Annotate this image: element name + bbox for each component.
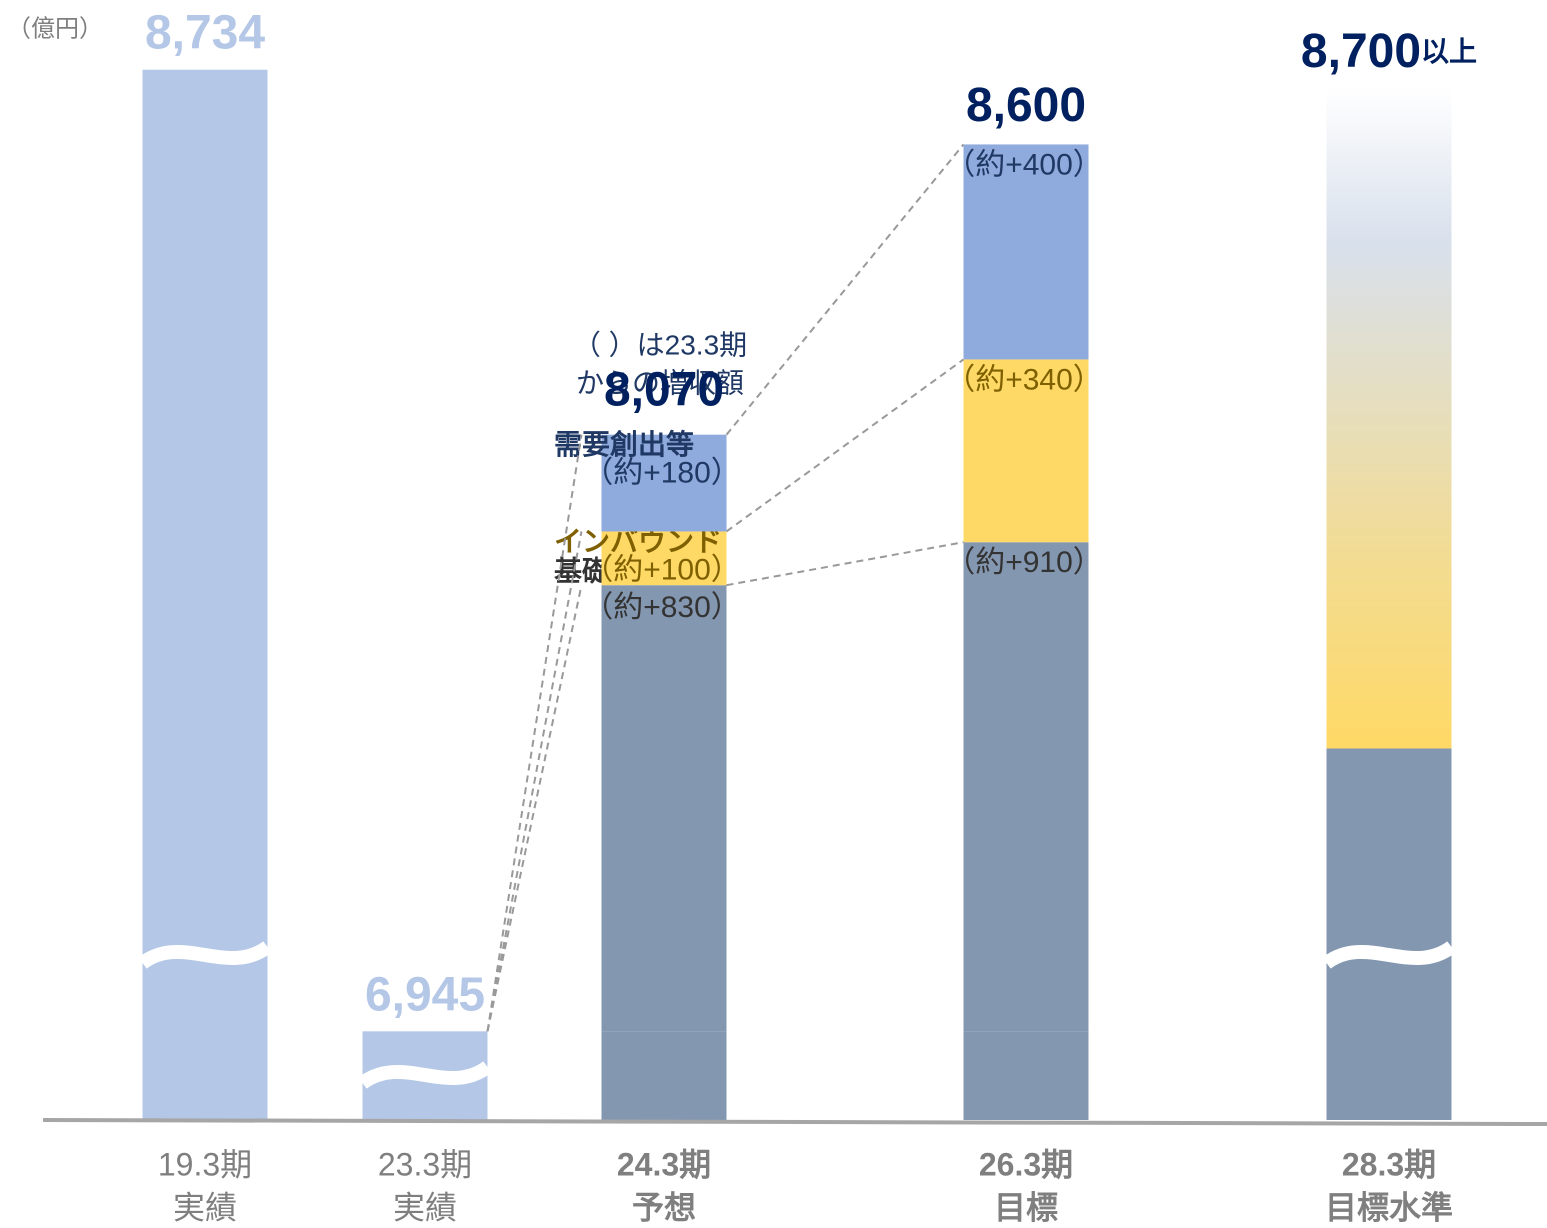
- x-tick-label: 目標水準: [1325, 1189, 1453, 1225]
- bar-segment: [963, 1031, 1089, 1120]
- note: からの増収額: [576, 367, 744, 398]
- total-label: 8,700: [1301, 25, 1421, 78]
- segment-name: 需要創出等: [554, 428, 694, 460]
- bar-segment: [601, 434, 727, 532]
- total-label: 8,734: [145, 6, 265, 59]
- total-label: 8,600: [966, 78, 1086, 131]
- connector: [725, 358, 965, 533]
- data-label: （約+340）: [945, 363, 1103, 396]
- axis-break: [1322, 941, 1456, 969]
- x-tick-label: 実績: [173, 1189, 237, 1225]
- connector: [486, 531, 583, 1032]
- bar-segment: [601, 1031, 727, 1120]
- x-axis: [42, 1118, 1547, 1126]
- note: （ ）は23.3期: [573, 329, 747, 360]
- axis-break: [138, 941, 272, 969]
- bar-segment: [963, 359, 1089, 543]
- bar-segment: [963, 542, 1089, 1032]
- total-label: 8,600: [966, 78, 1086, 131]
- data-label: （約+910）: [945, 546, 1103, 579]
- connector: [486, 434, 583, 1032]
- x-tick-label: 26.3期: [979, 1146, 1073, 1182]
- data-label: （約+100）: [583, 553, 741, 586]
- x-tick-label: 28.3期: [1342, 1146, 1436, 1182]
- total-label: 8,700以上: [1301, 25, 1477, 78]
- total-label: 8,734: [145, 6, 265, 59]
- total-label: 8,070: [604, 363, 724, 416]
- x-tick-label: 23.3期: [378, 1146, 472, 1182]
- total-suffix: 以上: [1421, 36, 1477, 67]
- x-tick-label: 19.3期: [158, 1146, 252, 1182]
- data-label: （約+180）: [583, 457, 741, 490]
- connector: [725, 143, 965, 436]
- data-label: （約+830）: [583, 591, 741, 624]
- bar-segment: [601, 585, 727, 1032]
- x-tick-label: 目標: [994, 1189, 1058, 1225]
- x-tick-label: 24.3期: [617, 1146, 711, 1182]
- unit-label: （億円）: [7, 15, 103, 42]
- total-label: 8,070: [604, 363, 724, 416]
- bar: [142, 69, 268, 1121]
- bar-segment: [601, 531, 727, 586]
- bar: [1326, 88, 1452, 1120]
- total-label: 6,945: [365, 968, 485, 1021]
- axis-break: [358, 1061, 492, 1089]
- connector: [486, 584, 583, 1032]
- x-tick-label: 予想: [632, 1189, 696, 1225]
- total-label: 6,945: [365, 968, 485, 1021]
- x-tick-label: 実績: [393, 1189, 457, 1225]
- connector: [726, 541, 964, 587]
- data-label: （約+400）: [945, 148, 1103, 181]
- bar-segment: [963, 144, 1089, 360]
